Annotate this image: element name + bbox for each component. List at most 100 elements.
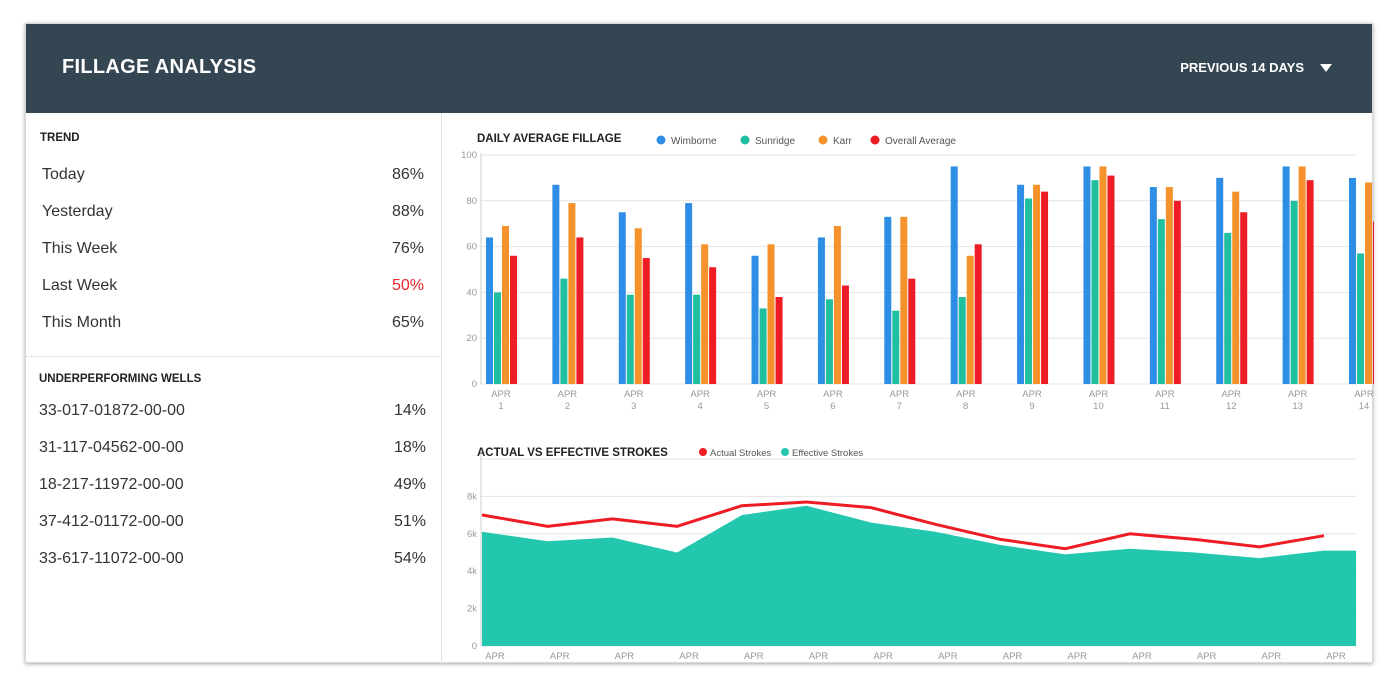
x-tick-label-month: APR xyxy=(1221,389,1241,400)
legend-label-actual-strokes: Actual Strokes xyxy=(710,448,771,459)
y-tick-label: 6k xyxy=(467,529,477,540)
x-tick-label-day: 9 xyxy=(1010,663,1015,664)
well-id: 33-017-01872-00-00 xyxy=(39,402,185,419)
bar-overall-average xyxy=(775,296,783,384)
x-tick-label-day: 13 xyxy=(1292,401,1303,412)
trend-title: TREND xyxy=(40,132,80,144)
y-tick-label: 8k xyxy=(467,491,477,502)
x-tick-label-day: 2 xyxy=(565,401,570,412)
bar-wimborne xyxy=(1149,187,1157,384)
bar-karr xyxy=(701,244,709,384)
well-value: 49% xyxy=(393,476,426,493)
trend-label: This Month xyxy=(42,314,122,331)
x-tick-label-day: 14 xyxy=(1359,401,1370,412)
bar-overall-average xyxy=(642,258,650,384)
legend-dot-sunridge xyxy=(740,135,750,145)
bar-karr xyxy=(900,216,908,384)
x-tick-label-day: 3 xyxy=(631,401,636,412)
bar-sunridge xyxy=(1290,200,1298,384)
well-value: 14% xyxy=(393,402,426,419)
date-range-dropdown[interactable]: PREVIOUS 14 DAYS xyxy=(1180,60,1332,75)
bar-karr xyxy=(568,203,576,384)
well-row[interactable]: 33-617-11072-00-00 54% xyxy=(39,547,426,571)
bar-wimborne xyxy=(751,255,759,384)
x-tick-label-day: 13 xyxy=(1266,663,1277,664)
bar-wimborne xyxy=(1282,166,1290,384)
x-tick-label-day: 8 xyxy=(963,401,968,412)
legend-dot-effective-strokes xyxy=(781,448,789,456)
x-tick-label-month: APR xyxy=(1067,651,1087,662)
bar-wimborne xyxy=(817,237,825,384)
strokes-chart: ACTUAL VS EFFECTIVE STROKES Actual Stroke… xyxy=(467,447,1357,664)
date-range-label: PREVIOUS 14 DAYS xyxy=(1180,60,1304,75)
bar-overall-average xyxy=(510,255,517,384)
well-id: 31-117-04562-00-00 xyxy=(39,439,184,456)
well-row[interactable]: 31-117-04562-00-00 18% xyxy=(39,436,426,460)
y-tick-label: 40 xyxy=(466,287,477,298)
bar-overall-average xyxy=(1173,200,1181,384)
bar-karr xyxy=(966,255,974,384)
bar-wimborne xyxy=(685,203,693,384)
bar-karr xyxy=(1232,191,1240,384)
bar-karr xyxy=(1033,184,1041,384)
left-panel: TREND Today 86% Yesterday 88% This Week … xyxy=(26,113,442,664)
bar-karr xyxy=(1165,187,1173,384)
trend-row: Last Week 50% xyxy=(42,274,424,298)
x-tick-label-day: 11 xyxy=(1160,401,1170,412)
well-value: 54% xyxy=(393,550,426,567)
x-tick-label-day: 5 xyxy=(764,401,769,412)
x-tick-label-day: 10 xyxy=(1093,401,1104,412)
x-tick-label-day: 10 xyxy=(1072,663,1083,664)
bar-wimborne xyxy=(486,237,493,384)
bar-wimborne xyxy=(950,166,958,384)
trend-row: Yesterday 88% xyxy=(42,200,424,224)
x-tick-label-month: APR xyxy=(1155,389,1175,400)
x-tick-label-month: APR xyxy=(690,389,710,400)
x-tick-label-day: 5 xyxy=(751,663,756,664)
y-tick-label: 0 xyxy=(472,641,477,652)
x-tick-label-month: APR xyxy=(890,389,910,400)
legend-dot-karr xyxy=(818,135,828,145)
x-tick-label-day: 1 xyxy=(498,401,503,412)
well-row[interactable]: 37-412-01172-00-00 51% xyxy=(39,510,426,534)
y-tick-label: 80 xyxy=(466,196,477,207)
page-title: FILLAGE ANALYSIS xyxy=(62,56,257,78)
well-id: 37-412-01172-00-00 xyxy=(39,513,184,530)
bar-overall-average xyxy=(709,267,717,384)
bar-karr xyxy=(1365,182,1372,384)
bar-overall-average xyxy=(1107,175,1115,384)
bar-sunridge xyxy=(1025,198,1033,384)
legend-label-wimborne: Wimborne xyxy=(671,136,717,147)
header-bar: FILLAGE ANALYSIS PREVIOUS 14 DAYS xyxy=(26,24,1372,113)
bar-sunridge xyxy=(825,299,833,384)
well-row[interactable]: 33-017-01872-00-00 14% xyxy=(39,399,426,423)
well-value: 51% xyxy=(393,513,426,530)
x-tick-label-day: 4 xyxy=(686,663,691,664)
bar-wimborne xyxy=(552,184,560,384)
x-tick-label-day: 8 xyxy=(945,663,950,664)
bar-wimborne xyxy=(1216,177,1224,384)
well-row[interactable]: 18-217-11972-00-00 49% xyxy=(39,473,426,497)
x-tick-label-month: APR xyxy=(1197,651,1217,662)
charts-panel: DAILY AVERAGE FILLAGE Wimborne Sunridge Kar… xyxy=(443,113,1374,664)
trend-label: This Week xyxy=(42,240,118,257)
bar-karr xyxy=(833,225,841,384)
x-tick-label-day: 3 xyxy=(622,663,627,664)
bar-sunridge xyxy=(1157,219,1165,384)
x-tick-label-day: 12 xyxy=(1201,663,1212,664)
trend-row: Today 86% xyxy=(42,163,424,187)
trend-row: This Month 65% xyxy=(42,311,424,335)
bar-overall-average xyxy=(841,285,849,384)
bar-sunridge xyxy=(1224,232,1232,384)
trend-row: This Week 76% xyxy=(42,237,424,261)
bar-overall-average xyxy=(974,244,982,384)
bar-sunridge xyxy=(693,294,701,384)
x-tick-label-month: APR xyxy=(558,389,578,400)
x-tick-label-day: 6 xyxy=(830,401,835,412)
x-tick-label-day: 7 xyxy=(881,663,886,664)
legend-label-effective-strokes: Effective Strokes xyxy=(792,448,863,459)
x-tick-label-month: APR xyxy=(938,651,958,662)
x-tick-label-month: APR xyxy=(956,389,976,400)
x-tick-label-day: 7 xyxy=(897,401,902,412)
x-tick-label-month: APR xyxy=(823,389,843,400)
